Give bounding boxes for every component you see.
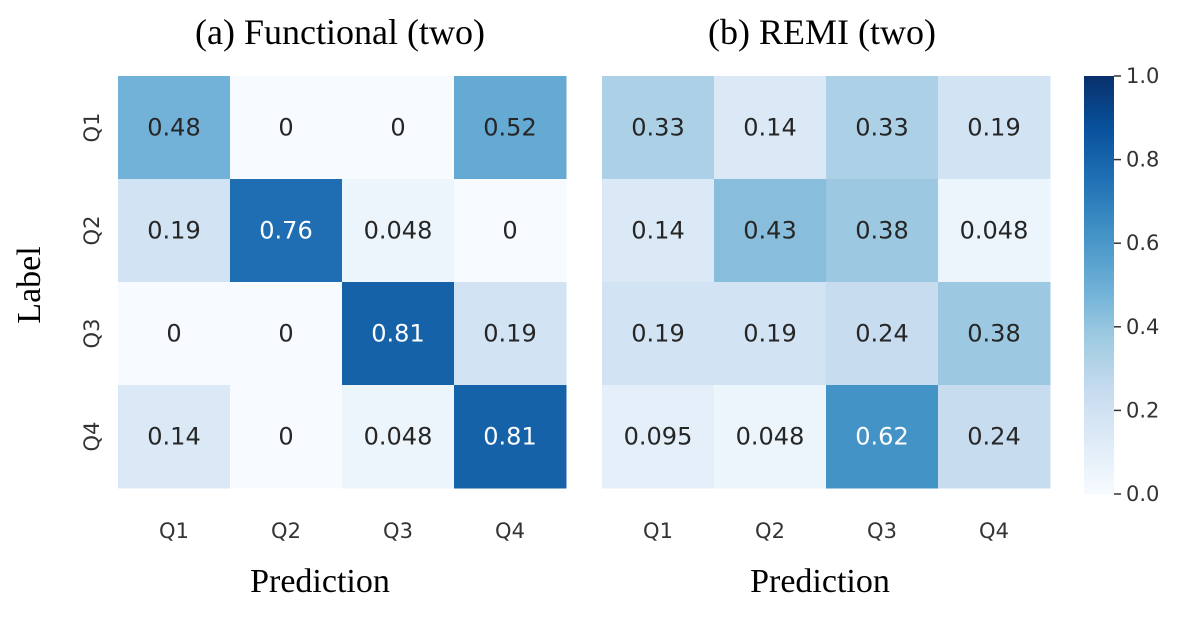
colorbar-tick-label: 0.8	[1126, 148, 1159, 172]
y-tick-label: Q3	[80, 319, 104, 349]
cell-value-label: 0.48	[147, 114, 200, 142]
colorbar-tick-label: 0.6	[1126, 231, 1159, 255]
y-tick-label: Q1	[80, 113, 104, 143]
heatmap-cell	[714, 385, 827, 489]
heatmap-cell	[826, 76, 939, 180]
heatmap-cell	[938, 76, 1051, 180]
heatmap-cell	[230, 76, 343, 180]
cell-value-label: 0.048	[364, 217, 433, 245]
heatmap-cell	[602, 282, 715, 386]
heatmap-cell	[938, 385, 1051, 489]
cell-value-label: 0.19	[967, 114, 1020, 142]
cell-value-label: 0.24	[855, 320, 908, 348]
heatmap-cell	[826, 282, 939, 386]
x-tick-label: Q4	[979, 519, 1009, 543]
cell-value-label: 0.43	[743, 217, 796, 245]
colorbar-tick-label: 0.4	[1126, 315, 1159, 339]
heatmap-cell	[938, 282, 1051, 386]
cell-value-label: 0	[278, 114, 293, 142]
x-tick-label: Q1	[159, 519, 189, 543]
heatmap-cell	[602, 179, 715, 283]
heatmap-cell	[454, 179, 567, 283]
heatmap-panel-b: 0.33 0.14 0.33 0.19 0.14 0.43 0.38 0.048 0.19 0.1…	[602, 76, 1051, 543]
heatmap-cell	[118, 282, 231, 386]
heatmap-cell	[826, 179, 939, 283]
cell-value-label: 0.048	[736, 423, 805, 451]
heatmap-cell	[118, 385, 231, 489]
cell-value-label: 0.19	[631, 320, 684, 348]
cell-value-label: 0.81	[483, 423, 536, 451]
x-tick-label: Q3	[383, 519, 413, 543]
heatmap-panel-a: 0.48 0 0 0.52 0.19 0.76 0.048 0 0 0 0.81 0.19 0.14 0 0…	[80, 76, 567, 543]
colorbar-tick-label: 0.2	[1126, 398, 1159, 422]
heatmap-cell	[342, 282, 455, 386]
heatmap-cell	[230, 282, 343, 386]
colorbar-tick-label: 0.0	[1126, 482, 1159, 506]
y-tick-label: Q2	[80, 216, 104, 246]
cell-value-label: 0.14	[147, 423, 200, 451]
heatmap-cell	[454, 282, 567, 386]
x-tick-label: Q1	[643, 519, 673, 543]
panel-a-x-axis-title: Prediction	[250, 563, 390, 600]
heatmap-cell	[454, 76, 567, 180]
cell-value-label: 0.33	[631, 114, 684, 142]
heatmap-cell	[342, 76, 455, 180]
cell-value-label: 0.76	[259, 217, 312, 245]
panel-a-title: (a) Functional (two)	[195, 12, 485, 52]
heatmap-cell	[826, 385, 939, 489]
heatmap-cell	[714, 179, 827, 283]
colorbar: 0.0 0.2 0.4 0.6 0.8 1.0	[1084, 64, 1159, 506]
heatmap-cell	[230, 385, 343, 489]
x-tick-label: Q4	[495, 519, 525, 543]
cell-value-label: 0.38	[967, 320, 1020, 348]
y-axis-title: Label	[11, 246, 48, 323]
heatmap-cell	[342, 179, 455, 283]
heatmap-cell	[602, 76, 715, 180]
panel-b-x-axis-title: Prediction	[750, 563, 890, 600]
colorbar-gradient	[1084, 76, 1114, 494]
y-tick-label: Q4	[80, 422, 104, 452]
heatmap-cell	[602, 385, 715, 489]
heatmap-cell	[454, 385, 567, 489]
cell-value-label: 0.048	[364, 423, 433, 451]
cell-value-label: 0	[278, 423, 293, 451]
cell-value-label: 0.33	[855, 114, 908, 142]
colorbar-tick-label: 1.0	[1126, 64, 1159, 88]
cell-value-label: 0.19	[483, 320, 536, 348]
cell-value-label: 0.19	[147, 217, 200, 245]
x-tick-label: Q3	[867, 519, 897, 543]
cell-value-label: 0.19	[743, 320, 796, 348]
x-tick-label: Q2	[271, 519, 301, 543]
x-tick-label: Q2	[755, 519, 785, 543]
heatmap-cell	[342, 385, 455, 489]
cell-value-label: 0	[502, 217, 517, 245]
cell-value-label: 0	[278, 320, 293, 348]
cell-value-label: 0.14	[631, 217, 684, 245]
cell-value-label: 0	[390, 114, 405, 142]
cell-value-label: 0.048	[960, 217, 1029, 245]
heatmap-cell	[938, 179, 1051, 283]
cell-value-label: 0.14	[743, 114, 796, 142]
panel-b-title: (b) REMI (two)	[708, 12, 936, 52]
cell-value-label: 0.24	[967, 423, 1020, 451]
cell-value-label: 0	[166, 320, 181, 348]
heatmap-cell	[714, 76, 827, 180]
heatmap-cell	[714, 282, 827, 386]
heatmap-cell	[118, 179, 231, 283]
cell-value-label: 0.095	[624, 423, 693, 451]
cell-value-label: 0.81	[371, 320, 424, 348]
cell-value-label: 0.62	[855, 423, 908, 451]
heatmap-cell	[118, 76, 231, 180]
heatmap-cell	[230, 179, 343, 283]
cell-value-label: 0.38	[855, 217, 908, 245]
cell-value-label: 0.52	[483, 114, 536, 142]
